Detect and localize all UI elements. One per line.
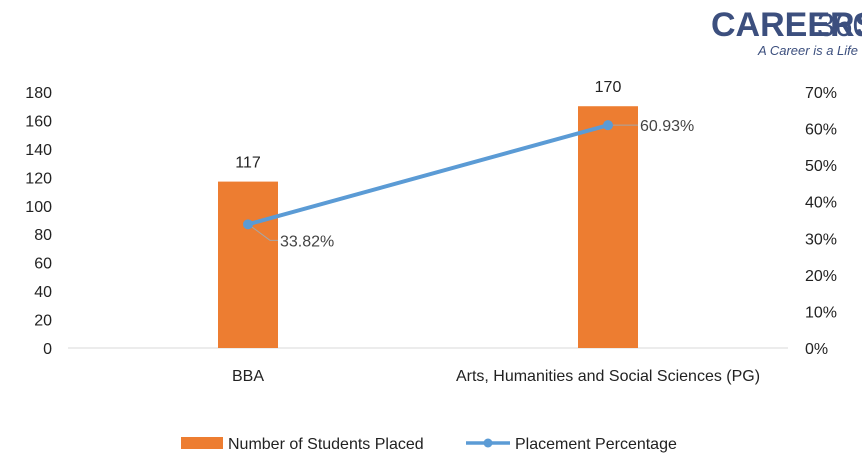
left-axis-tick-label: 160 — [25, 113, 52, 130]
line-point — [603, 120, 613, 131]
legend-swatch-bars — [181, 437, 223, 449]
legend-label-bars: Number of Students Placed — [228, 436, 424, 453]
left-axis: 0 20 40 60 80 100 120 140 160 180 — [25, 85, 52, 358]
legend-swatch-marker — [483, 438, 493, 448]
careers360-logo: CAREERS 360 A Career is a Life — [711, 6, 862, 58]
line-series: 33.82% 60.93% — [243, 118, 694, 250]
right-axis-tick-label: 40% — [805, 195, 837, 212]
left-axis-tick-label: 60 — [34, 256, 52, 273]
logo-brand: CAREERS — [711, 6, 862, 44]
series-line — [246, 123, 610, 227]
left-axis-tick-label: 40 — [34, 284, 52, 301]
right-axis-tick-label: 60% — [805, 122, 837, 139]
left-axis-tick-label: 140 — [25, 142, 52, 159]
legend-label-line: Placement Percentage — [515, 436, 677, 453]
line-data-label: 33.82% — [280, 233, 334, 250]
left-axis-tick-label: 180 — [25, 85, 52, 102]
bar-data-label: 117 — [235, 155, 261, 172]
bar — [218, 181, 278, 348]
bar-data-label: 170 — [595, 79, 622, 96]
line-data-label: 60.93% — [640, 118, 694, 135]
right-axis-tick-label: 50% — [805, 158, 837, 175]
right-axis: 0% 10% 20% 30% 40% 50% 60% 70% — [805, 85, 837, 358]
label-leader-line — [250, 225, 278, 241]
line-point — [243, 219, 253, 230]
left-axis-tick-label: 120 — [25, 170, 52, 187]
right-axis-tick-label: 70% — [805, 85, 837, 102]
left-axis-tick-label: 100 — [25, 199, 52, 216]
left-axis-tick-label: 20 — [34, 313, 52, 330]
right-axis-tick-label: 30% — [805, 231, 837, 248]
bar-series: 117 170 — [218, 79, 638, 348]
bar — [578, 106, 638, 348]
logo-tagline: A Career is a Life — [757, 43, 858, 58]
logo-number: 360 — [817, 7, 862, 43]
right-axis-tick-label: 0% — [805, 341, 828, 358]
legend: Number of Students Placed Placement Perc… — [181, 436, 677, 453]
category-labels: BBA Arts, Humanities and Social Sciences … — [232, 368, 760, 385]
category-label: BBA — [232, 368, 264, 385]
left-axis-tick-label: 0 — [43, 341, 52, 358]
category-label: Arts, Humanities and Social Sciences (PG… — [456, 368, 760, 385]
left-axis-tick-label: 80 — [34, 227, 52, 244]
right-axis-tick-label: 20% — [805, 268, 837, 285]
right-axis-tick-label: 10% — [805, 304, 837, 321]
